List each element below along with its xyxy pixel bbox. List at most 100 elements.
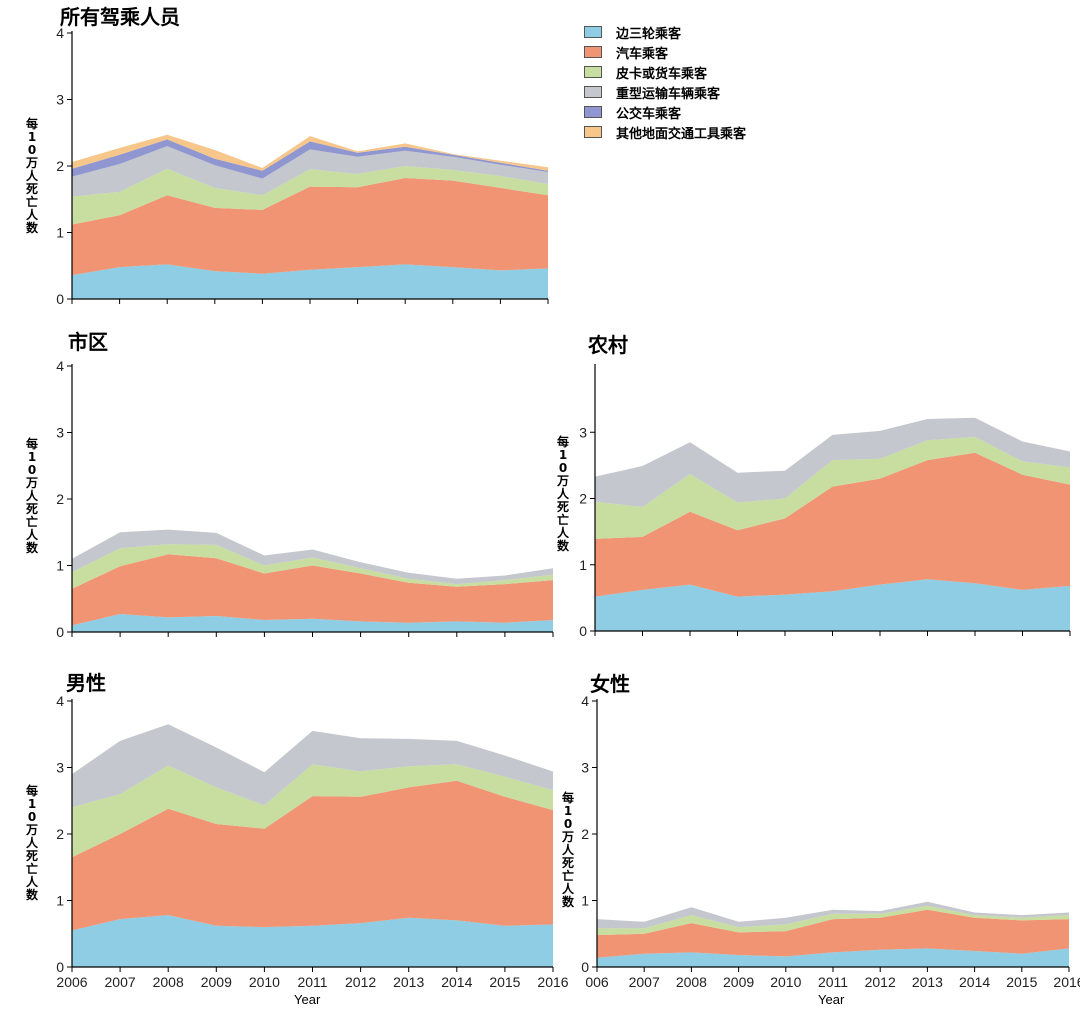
x-tick-label: 2013 <box>912 974 943 990</box>
y-tick-label: 3 <box>581 760 589 776</box>
chart-plot: 0 1 2 3 <box>579 364 1071 639</box>
chart-panel-urban: 市区 每10万人死亡人数 0 1 2 3 4 <box>0 320 560 660</box>
legend-swatch <box>584 66 602 78</box>
y-axis-label: 每10万人死亡人数 <box>561 791 574 909</box>
x-tick-label: 2011 <box>818 974 848 990</box>
x-tick-label: 006 <box>585 974 609 990</box>
legend-item: 其他地面交通工具乘客 <box>584 122 746 142</box>
x-axis-label: Year <box>294 992 321 1007</box>
x-tick-label: 2016 <box>1053 974 1080 990</box>
y-tick-label: 2 <box>56 158 64 174</box>
x-tick-label: 2008 <box>153 974 184 990</box>
y-tick-label: 1 <box>56 558 64 574</box>
area-series-tricycle <box>72 915 553 967</box>
legend-swatch <box>584 126 602 138</box>
chart-legend: 边三轮乘客 汽车乘客 皮卡或货车乘客 重型运输车辆乘客 公交车乘客 其他地面交通… <box>584 22 746 142</box>
legend-swatch <box>584 86 602 98</box>
x-tick-label: 2010 <box>770 974 801 990</box>
y-tick-label: 1 <box>56 225 64 241</box>
area-series-heavy <box>597 901 1069 929</box>
y-tick-label: 2 <box>56 491 64 507</box>
y-axis-label: 每10万人死亡人数 <box>25 784 38 902</box>
chart-plot: 0 1 2 3 4 <box>56 25 549 307</box>
x-tick-label: 2007 <box>105 974 136 990</box>
y-tick-label: 2 <box>56 826 64 842</box>
y-tick-label: 0 <box>581 959 589 975</box>
area-series-car <box>597 909 1069 958</box>
area-series-tricycle <box>72 264 548 299</box>
y-tick-label: 4 <box>56 358 64 374</box>
area-series-other <box>72 134 548 171</box>
y-tick-label: 3 <box>56 92 64 108</box>
y-tick-label: 4 <box>56 25 64 41</box>
area-series-pickup <box>597 905 1069 936</box>
legend-swatch <box>584 106 602 118</box>
area-series-car <box>72 178 548 276</box>
y-tick-label: 2 <box>581 826 589 842</box>
chart-title: 农村 <box>588 333 628 357</box>
y-tick-label: 3 <box>56 760 64 776</box>
x-tick-label: 2015 <box>1006 974 1037 990</box>
area-series-pickup <box>72 544 553 589</box>
y-axis-label: 每10万人死亡人数 <box>556 435 569 553</box>
area-series-pickup <box>72 166 548 225</box>
area-series-tricycle <box>72 614 553 632</box>
y-tick-label: 0 <box>56 959 64 975</box>
legend-swatch <box>584 26 602 38</box>
area-series-heavy <box>595 417 1070 508</box>
area-series-car <box>72 780 553 931</box>
y-tick-label: 0 <box>579 623 587 639</box>
legend-item: 皮卡或货车乘客 <box>584 62 746 82</box>
y-tick-label: 3 <box>56 425 64 441</box>
x-tick-label: 2014 <box>441 974 472 990</box>
y-tick-label: 3 <box>579 424 587 440</box>
area-series-tricycle <box>595 579 1070 631</box>
x-axis-label: Year <box>818 992 845 1007</box>
y-tick-label: 4 <box>56 693 64 709</box>
chart-panel-all-occupants: 所有驾乘人员 每10万人死亡人数 0 1 2 3 4 <box>0 0 560 320</box>
legend-swatch <box>584 46 602 58</box>
x-tick-label: 2012 <box>345 974 376 990</box>
y-axis-label: 每10万人死亡人数 <box>25 437 38 555</box>
area-series-car <box>72 554 553 626</box>
x-tick-label: 2011 <box>297 974 327 990</box>
legend-label: 其他地面交通工具乘客 <box>616 126 747 142</box>
chart-title: 所有驾乘人员 <box>60 5 180 29</box>
area-series-pickup <box>72 764 553 858</box>
legend-item: 汽车乘客 <box>584 42 746 62</box>
area-series-heavy <box>72 146 548 197</box>
chart-panel-male: 男性 每10万人死亡人数 0 1 2 3 4 2006 2007 2008 2009 2010 20… <box>0 660 569 1009</box>
x-tick-label: 2012 <box>865 974 896 990</box>
area-series-tricycle <box>597 948 1069 967</box>
area-series-pickup <box>595 436 1070 539</box>
legend-item: 公交车乘客 <box>584 102 746 122</box>
y-tick-label: 4 <box>581 693 589 709</box>
y-tick-label: 1 <box>56 893 64 909</box>
y-tick-label: 1 <box>579 557 587 573</box>
x-tick-label: 2014 <box>959 974 990 990</box>
x-tick-label: 2015 <box>489 974 520 990</box>
area-series-car <box>595 452 1070 597</box>
legend-label: 边三轮乘客 <box>616 26 682 42</box>
legend-label: 重型运输车辆乘客 <box>616 86 721 102</box>
chart-panel-rural: 农村 每10万人死亡人数 0 1 2 3 <box>540 320 1080 660</box>
y-tick-label: 0 <box>56 624 64 640</box>
chart-title: 男性 <box>66 671 106 695</box>
area-series-bus <box>72 139 548 179</box>
x-tick-label: 2007 <box>629 974 660 990</box>
chart-panel-female: 女性 每10万人死亡人数 0 1 2 3 4 006 2007 2008 2009 2010 201… <box>540 660 1080 1009</box>
x-tick-label: 2009 <box>201 974 232 990</box>
y-tick-label: 2 <box>579 491 587 507</box>
chart-plot: 0 1 2 3 4 006 2007 2008 2009 2010 2011 2012 2013 2014… <box>581 693 1080 990</box>
x-tick-label: 2008 <box>676 974 707 990</box>
x-tick-label: 2006 <box>56 974 87 990</box>
chart-title: 市区 <box>68 330 108 354</box>
area-series-heavy <box>72 724 553 808</box>
legend-label: 汽车乘客 <box>616 46 669 62</box>
chart-plot: 0 1 2 3 4 <box>56 358 554 640</box>
legend-label: 公交车乘客 <box>616 106 682 122</box>
y-tick-label: 1 <box>581 893 589 909</box>
x-tick-label: 2010 <box>249 974 280 990</box>
legend-item: 重型运输车辆乘客 <box>584 82 746 102</box>
legend-item: 边三轮乘客 <box>584 22 746 42</box>
